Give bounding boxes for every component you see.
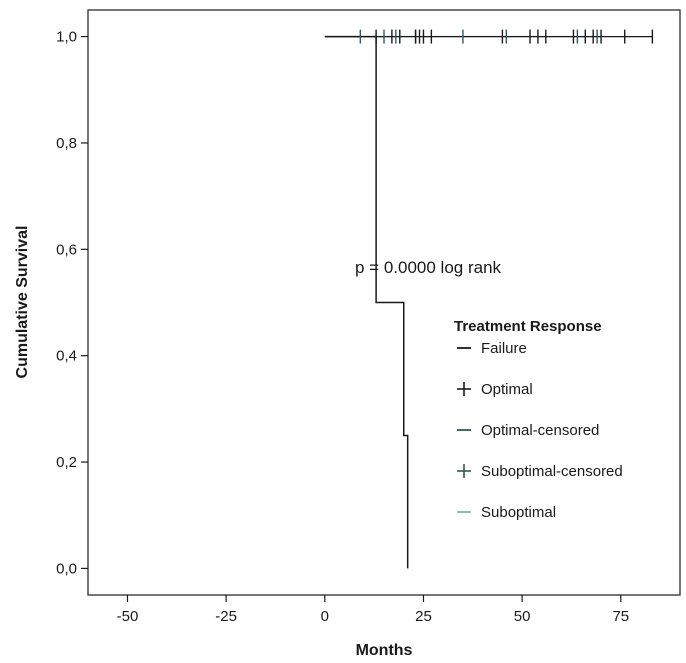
y-tick-label: 0,2	[56, 454, 77, 471]
y-tick-label: 0,4	[56, 348, 77, 365]
axes: -50 -25 0 25 50 75 0,0 0,2 0,4 0,6 0,8 1,0	[56, 29, 629, 625]
legend-entry: Optimal	[457, 381, 533, 398]
legend-label: Optimal-censored	[481, 422, 599, 439]
legend-title: Treatment Response	[454, 318, 602, 335]
legend-entry: Failure	[457, 340, 527, 357]
y-tick-label: 0,6	[56, 241, 77, 258]
legend-entry: Optimal-censored	[457, 422, 599, 439]
x-tick-label: -25	[215, 608, 237, 625]
plot-frame	[87, 9, 681, 596]
legend-label: Suboptimal-censored	[481, 463, 623, 480]
failure-curve	[324, 35, 409, 569]
y-tick-label: 0,8	[56, 135, 77, 152]
y-tick-label: 0,0	[56, 560, 77, 577]
legend-label: Optimal	[481, 381, 533, 398]
x-axis-title: Months	[356, 642, 413, 659]
log-rank-annotation: p = 0.0000 log rank	[355, 258, 502, 277]
y-tick-label: 1,0	[56, 29, 77, 46]
legend-entry: Suboptimal	[457, 504, 556, 521]
x-tick-label: 25	[415, 608, 432, 625]
legend: Treatment Response Failure Optimal Optimal…	[454, 318, 623, 521]
y-axis-title: Cumulative Survival	[14, 226, 31, 379]
legend-label: Suboptimal	[481, 504, 556, 521]
series-layer	[324, 29, 654, 569]
x-tick-label: -50	[117, 608, 139, 625]
legend-label: Failure	[481, 340, 527, 357]
x-tick-label: 75	[612, 608, 629, 625]
x-tick-label: 50	[514, 608, 531, 625]
legend-entry: Suboptimal-censored	[457, 463, 623, 480]
x-tick-label: 0	[321, 608, 329, 625]
